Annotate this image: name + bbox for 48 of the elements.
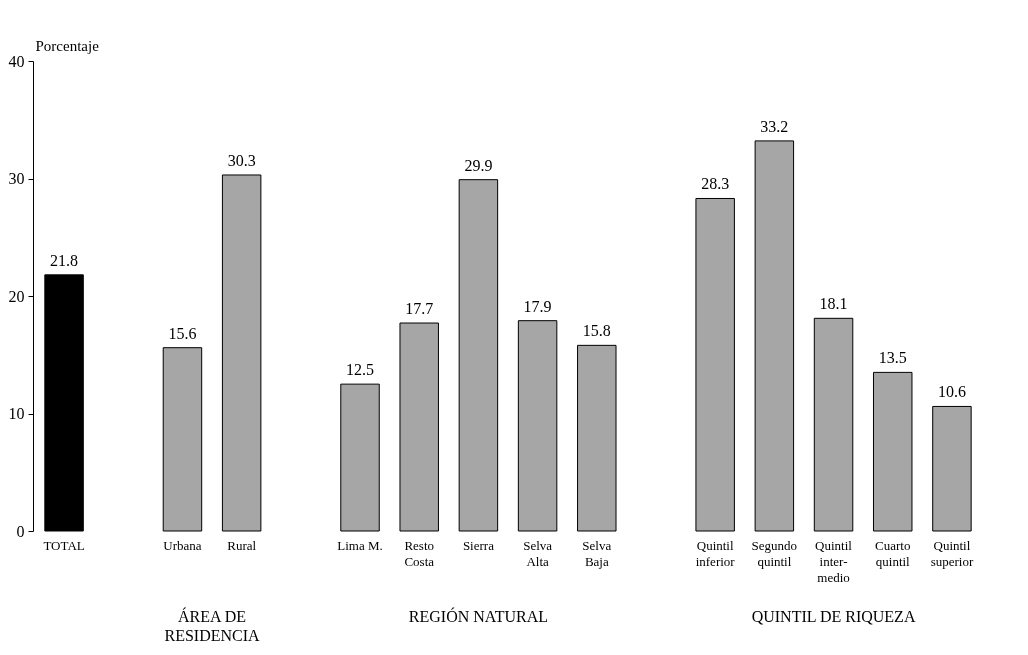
data-label: 17.9 — [523, 297, 552, 315]
x-tick-label: Selva Alta — [523, 537, 553, 569]
data-label: 12.5 — [346, 361, 375, 379]
bar — [695, 197, 735, 532]
data-label: 17.7 — [405, 300, 434, 318]
data-label: 15.6 — [168, 324, 197, 342]
y-tick-label: 30 — [8, 170, 25, 187]
x-tick-label: Cuarto quintil — [875, 537, 911, 569]
y-tick-label: 0 — [16, 522, 25, 540]
data-label: 30.3 — [227, 151, 256, 169]
bar — [932, 405, 972, 532]
y-tick-label: 40 — [8, 52, 25, 70]
data-label: 15.8 — [582, 322, 611, 340]
data-label: 18.1 — [819, 295, 848, 313]
data-label: 29.9 — [464, 156, 493, 174]
bar — [340, 383, 380, 532]
data-label: 10.6 — [937, 383, 966, 401]
x-tick-label: Sierra — [462, 537, 495, 553]
y-axis-title: Porcentaje — [35, 37, 100, 54]
data-label: 13.5 — [878, 349, 907, 367]
x-tick-label: TOTAL — [43, 537, 85, 553]
bar — [754, 140, 795, 532]
text: ÁREA DE RESIDENCIA — [164, 607, 261, 644]
y-tick-label: 20 — [8, 287, 25, 305]
data-label: 33.2 — [760, 117, 789, 135]
text: QUINTIL DE RIQUEZA — [751, 608, 916, 625]
x-tick-label: Quintil inferior — [695, 537, 736, 569]
data-label: 28.3 — [701, 175, 730, 193]
bar — [458, 179, 499, 532]
bar — [813, 317, 854, 532]
x-tick-label: Rural — [227, 537, 257, 553]
data-label: 21.8 — [50, 251, 79, 269]
x-tick-label: Resto Costa — [404, 537, 435, 569]
text: REGIÓN NATURAL — [408, 607, 548, 625]
y-tick-label: 10 — [8, 405, 25, 422]
bar — [873, 371, 913, 532]
bar — [44, 274, 84, 532]
x-tick-label: Quintil superior — [930, 537, 974, 569]
bar — [577, 344, 617, 532]
x-tick-label: Quintil inter- medio — [815, 537, 853, 585]
bar — [221, 174, 262, 532]
x-tick-label: Selva Baja — [582, 537, 612, 569]
x-tick-label: Lima M. — [337, 537, 383, 553]
bar — [162, 347, 203, 532]
bar — [517, 320, 558, 532]
x-tick-label: Segundo quintil — [751, 537, 798, 569]
x-tick-label: Urbana — [163, 537, 202, 553]
bar — [399, 322, 439, 532]
